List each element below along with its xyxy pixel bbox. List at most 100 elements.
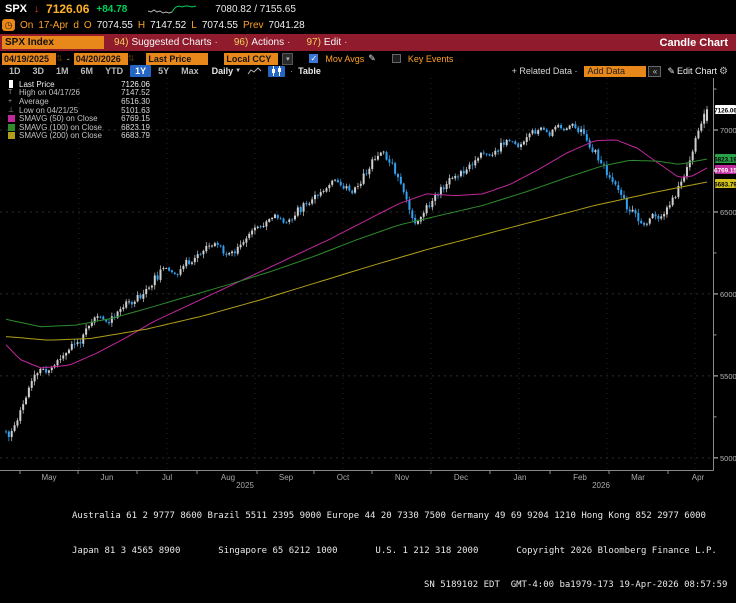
footer-phones-line1: Australia 61 2 9777 8600 Brazil 5511 239… (72, 511, 706, 521)
toolbar-dot: · (290, 66, 294, 76)
low-value: 7074.55 (201, 19, 238, 31)
svg-text:Nov: Nov (395, 473, 409, 482)
menu-actions[interactable]: 96) Actions · (233, 37, 291, 48)
terminal-footer: Australia 61 2 9777 8600 Brazil 5511 239… (0, 488, 736, 603)
date-range-dash: - (66, 53, 70, 64)
chart-canvas[interactable]: 5000 5500 6000 6500 7000 May Jun Jul Aug Sep Oct No… (0, 76, 736, 490)
high-value: 7147.52 (150, 19, 187, 31)
menu-number: 96) (233, 37, 249, 48)
svg-text:May: May (41, 473, 56, 482)
menu-edit[interactable]: 97) Edit · (306, 37, 348, 48)
legend-high: T High on 04/17/26 7147.52 (8, 88, 150, 98)
svg-text:Jun: Jun (101, 473, 114, 482)
legend-smavg-200: SMAVG (200) on Close 6683.79 (8, 131, 150, 140)
svg-text:2026: 2026 (592, 481, 610, 490)
period-3d[interactable]: 3D (32, 66, 45, 76)
security-input[interactable] (2, 36, 104, 49)
mov-avgs-checkbox[interactable]: ✓ (309, 54, 319, 63)
svg-text:Mar: Mar (631, 473, 645, 482)
collapse-chevrons-icon[interactable]: « (648, 65, 662, 77)
period-6m[interactable]: 6M (80, 66, 94, 76)
svg-text:6683.79: 6683.79 (714, 181, 736, 188)
period-max[interactable]: Max (181, 66, 199, 76)
candle-icon (9, 80, 13, 89)
price-field-select[interactable] (146, 52, 209, 65)
svg-text:6769.15: 6769.15 (714, 167, 736, 174)
low-label: L (191, 19, 197, 31)
mov-avgs-label: Mov Avgs (325, 53, 365, 64)
candle-chart-icon (272, 66, 282, 76)
price-change: +84.78 (96, 3, 128, 15)
smavg50-color-chip (8, 115, 15, 123)
svg-text:Dec: Dec (454, 473, 468, 482)
svg-text:6000: 6000 (720, 290, 736, 299)
pencil-icon[interactable]: ✎ (368, 53, 376, 63)
period-1m[interactable]: 1M (56, 66, 69, 76)
footer-phones-line2: Japan 81 3 4565 8900 Singapore 65 6212 1… (72, 545, 717, 556)
page-title: Candle Chart (659, 36, 728, 49)
session-d: d (73, 19, 79, 31)
legend-average: + Average 6516.30 (8, 96, 150, 106)
prev-label: Prev (242, 19, 264, 31)
period-ytd[interactable]: YTD (105, 66, 124, 76)
frequency-caret-icon: ▼ (235, 68, 242, 74)
candle-chart-type-button[interactable] (268, 65, 286, 77)
legend-last-price: Last Price 7126.06 (8, 80, 150, 89)
menu-dropdown-dot-icon: · (287, 37, 291, 48)
table-button[interactable]: Table (298, 66, 321, 76)
related-data-button[interactable]: + Related Data · (511, 66, 578, 76)
range-toolbar: ⇅ - ⇅ ▾ ✓ Mov Avgs ✎ Key Events (2, 52, 453, 65)
frequency-select[interactable]: Daily (211, 66, 234, 76)
clock-icon: ◷ (2, 19, 15, 31)
period-1y[interactable]: 1Y (130, 65, 152, 77)
svg-text:Jul: Jul (162, 473, 172, 482)
chart-legend: Last Price 7126.06 T High on 04/17/26 71… (8, 80, 150, 140)
key-events-label: Key Events (407, 53, 454, 64)
svg-text:Feb: Feb (573, 473, 587, 482)
intraday-sparkline (148, 4, 197, 14)
svg-text:6823.19: 6823.19 (714, 156, 736, 163)
last-price: 7126.06 (46, 2, 90, 16)
date-from-input[interactable] (2, 52, 56, 65)
legend-low: ⊥ Low on 04/21/25 5101.63 (8, 105, 150, 115)
svg-text:5500: 5500 (720, 372, 736, 381)
key-events-checkbox[interactable] (391, 54, 401, 63)
svg-text:Apr: Apr (692, 473, 705, 482)
gear-icon[interactable]: ⚙ (719, 65, 728, 77)
period-5y[interactable]: 5Y (158, 66, 170, 76)
date-spinner-icon[interactable]: ⇅ (127, 54, 135, 63)
svg-text:Jan: Jan (514, 473, 527, 482)
high-label: H (137, 19, 146, 31)
svg-text:Oct: Oct (337, 473, 350, 482)
period-1d[interactable]: 1D (9, 66, 21, 76)
date-spinner-icon[interactable]: ⇅ (56, 54, 63, 63)
line-chart-type-button[interactable] (246, 66, 263, 77)
open-label: O (83, 19, 92, 31)
menubar: 94) Suggested Charts · 96) Actions · 97)… (0, 34, 736, 51)
svg-text:Aug: Aug (221, 473, 235, 482)
session-stats: ◷ On 17-Apr d O 7074.55 H 7147.52 L 7074… (2, 18, 305, 32)
svg-text:6500: 6500 (720, 208, 736, 217)
svg-text:2025: 2025 (236, 481, 254, 490)
high-marker-icon: T (8, 89, 13, 97)
edit-chart-button[interactable]: Edit Chart (677, 66, 718, 76)
down-arrow-icon: ↓ (34, 3, 40, 15)
svg-text:Sep: Sep (279, 473, 294, 482)
smavg200-color-chip (8, 132, 15, 140)
svg-text:7000: 7000 (720, 126, 736, 135)
session-date: 17-Apr (38, 19, 69, 31)
ticker-symbol: SPX (5, 3, 28, 15)
currency-dropdown-icon[interactable]: ▾ (282, 52, 294, 65)
menu-number: 94) (114, 37, 129, 48)
menu-suggested-charts[interactable]: 94) Suggested Charts · (114, 37, 218, 48)
currency-select[interactable] (224, 52, 279, 65)
svg-text:5000: 5000 (720, 454, 736, 463)
edit-pencil-icon: ✎ (667, 65, 675, 76)
add-data-input[interactable] (584, 65, 647, 77)
legend-smavg-50: SMAVG (50) on Close 6769.15 (8, 114, 150, 123)
quote-header: SPX ↓ 7126.06 +84.78 7080.82 / 7155.65 (5, 1, 296, 17)
menu-dropdown-dot-icon: · (214, 37, 218, 48)
bid-ask: 7080.82 / 7155.65 (215, 3, 296, 15)
session-on-label: On (20, 19, 34, 31)
date-to-input[interactable] (73, 52, 128, 65)
